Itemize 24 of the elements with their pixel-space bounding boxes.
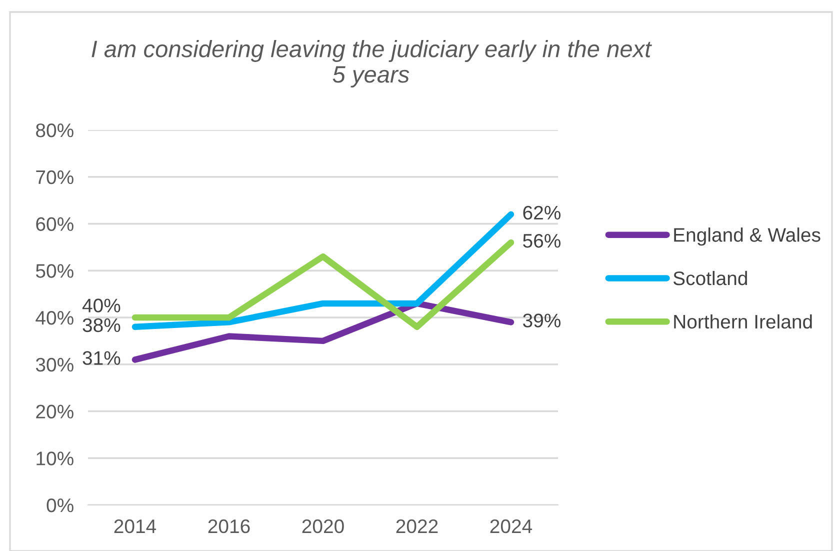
legend-label: Northern Ireland [674,314,812,329]
y-tick-label: 40% [36,310,74,325]
y-tick-label: 10% [36,452,74,466]
data-label: 62% [523,206,561,220]
y-tick-label: 80% [36,123,74,138]
x-tick-label: 2024 [490,519,532,534]
data-label: 31% [82,351,120,365]
data-label: 38% [82,318,120,332]
y-tick-label: 20% [36,404,74,418]
y-tick-label: 60% [36,217,74,231]
data-label: 39% [523,314,561,328]
data-label: 40% [82,298,120,312]
chart-title: I am considering leaving the judiciary early in the next 5 years [92,40,652,88]
x-tick-label: 2020 [302,519,344,534]
x-tick-label: 2014 [114,519,156,534]
y-tick-label: 50% [36,264,74,278]
legend-label: Scotland [673,270,747,286]
y-tick-label: 0% [46,498,74,512]
x-tick-label: 2016 [208,519,250,534]
x-tick-label: 2022 [396,519,438,534]
y-tick-label: 30% [36,358,74,372]
data-label: 56% [523,234,561,248]
legend-label: England & Wales [674,228,820,246]
y-tick-label: 70% [36,170,74,184]
